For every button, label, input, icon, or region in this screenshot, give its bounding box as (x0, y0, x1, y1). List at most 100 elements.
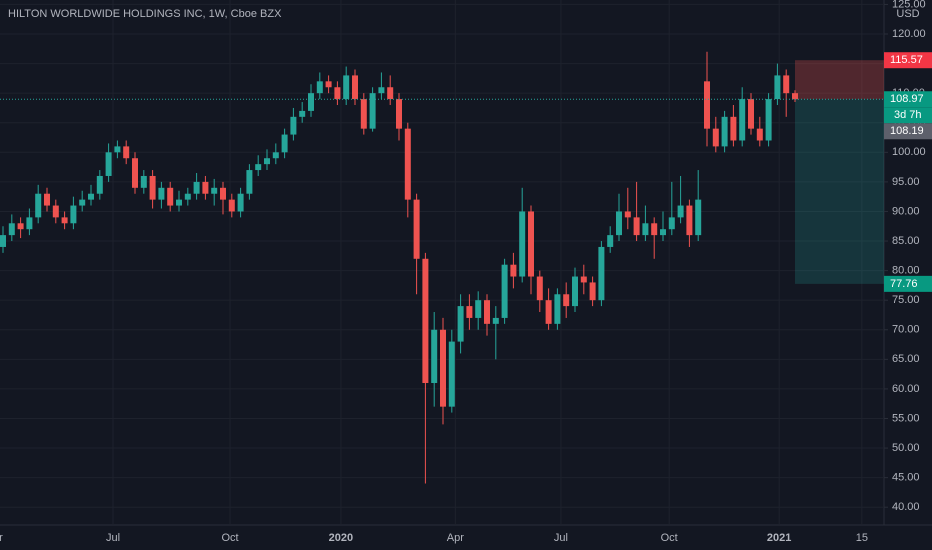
candle-body (96, 175, 103, 194)
candle-body (554, 294, 561, 324)
candle-body (70, 205, 77, 224)
candle-body (264, 158, 270, 165)
candle-body (132, 158, 138, 188)
x-tick-label: Jul (106, 532, 120, 544)
candle-body (598, 246, 605, 301)
candle-body (580, 276, 587, 283)
price-badge: 108.19 (884, 123, 932, 140)
candle-body (748, 99, 754, 129)
y-tick-label: 55.00 (892, 412, 920, 424)
y-tick-label: 45.00 (892, 472, 920, 484)
y-tick-label: 65.00 (892, 353, 920, 365)
candle-body (378, 87, 385, 94)
candle-body (308, 93, 314, 111)
candle-body (457, 306, 464, 342)
badge-box (884, 91, 932, 108)
candle-body (589, 282, 596, 301)
candle-body (184, 193, 191, 200)
candle-body (369, 93, 376, 129)
candle-body (510, 264, 517, 277)
y-tick-label: 50.00 (892, 442, 920, 454)
y-tick-label: 120.00 (892, 28, 926, 40)
y-tick-label: 85.00 (892, 235, 920, 247)
currency-label: USD (896, 8, 919, 20)
candle-body (563, 294, 570, 307)
badge-label: 108.97 (890, 93, 924, 105)
candle-body (624, 211, 631, 218)
candle-body (52, 205, 59, 218)
y-tick-label: 95.00 (892, 176, 920, 188)
candle-body (448, 341, 455, 407)
candle-body (484, 300, 490, 324)
candle-body (0, 235, 6, 247)
price-badge: 108.97 (884, 91, 932, 108)
candle-body (176, 199, 182, 206)
candle-body (79, 199, 86, 206)
candle-body (633, 217, 640, 236)
candle-body (695, 199, 702, 236)
price-badge: 77.76 (884, 275, 932, 292)
x-tick-label: Jul (554, 532, 568, 544)
candle-body (396, 99, 402, 129)
candle-body (237, 193, 244, 212)
candle-body (26, 217, 33, 230)
candle-body (528, 211, 534, 277)
candle-body (765, 99, 772, 141)
candle-body (404, 128, 411, 200)
x-tick-label: Apr (0, 532, 3, 544)
candle-body (774, 75, 781, 100)
candle-body (290, 116, 297, 135)
candle-body (545, 300, 552, 324)
candle-body (149, 175, 156, 200)
candle-body (211, 187, 218, 194)
y-tick-label: 60.00 (892, 383, 920, 395)
candle-body (607, 235, 614, 247)
candle-body (202, 181, 209, 194)
candle-body (360, 99, 367, 129)
badge-box (884, 52, 932, 69)
y-tick-label: 70.00 (892, 324, 920, 336)
candle-body (334, 87, 341, 100)
candle-body (572, 276, 578, 307)
candle-body (272, 152, 279, 159)
candle-body (756, 128, 763, 141)
candle-body (316, 81, 323, 94)
candle-body (519, 211, 526, 277)
x-tick-label: Apr (447, 532, 464, 544)
candle-body (88, 193, 94, 200)
badge-label: 115.57 (890, 54, 923, 66)
x-tick-label: Oct (221, 532, 238, 544)
candle-body (17, 223, 24, 230)
y-tick-label: 125.00 (892, 0, 926, 10)
candle-body (431, 329, 438, 383)
candle-body (475, 300, 482, 318)
stop-zone (795, 60, 884, 100)
badge-box (884, 123, 932, 140)
y-tick-label: 90.00 (892, 205, 920, 217)
chart-title: HILTON WORLDWIDE HOLDINGS INC, 1W, Cboe … (8, 8, 282, 20)
candle-body (123, 146, 130, 159)
candle-body (325, 81, 332, 88)
candle-body (677, 205, 684, 218)
candle-body (440, 329, 446, 407)
candle-body (651, 223, 658, 236)
x-tick-label: Oct (661, 532, 678, 544)
candle-body (220, 187, 226, 200)
price-badge: 115.57 (884, 52, 932, 69)
candle-body (501, 264, 508, 318)
target-zone (795, 99, 884, 284)
candle-body (387, 87, 394, 100)
y-tick-label: 100.00 (892, 146, 926, 158)
candle-body (466, 306, 473, 318)
y-tick-label: 40.00 (892, 501, 920, 513)
candle-body (228, 199, 235, 212)
candle-body (783, 75, 790, 94)
countdown-badge: 3d 7h (884, 107, 932, 124)
y-tick-label: 80.00 (892, 265, 920, 277)
candle-body (343, 75, 350, 100)
candle-body (712, 128, 719, 147)
candle-body (413, 199, 420, 259)
candle-body (721, 116, 728, 147)
